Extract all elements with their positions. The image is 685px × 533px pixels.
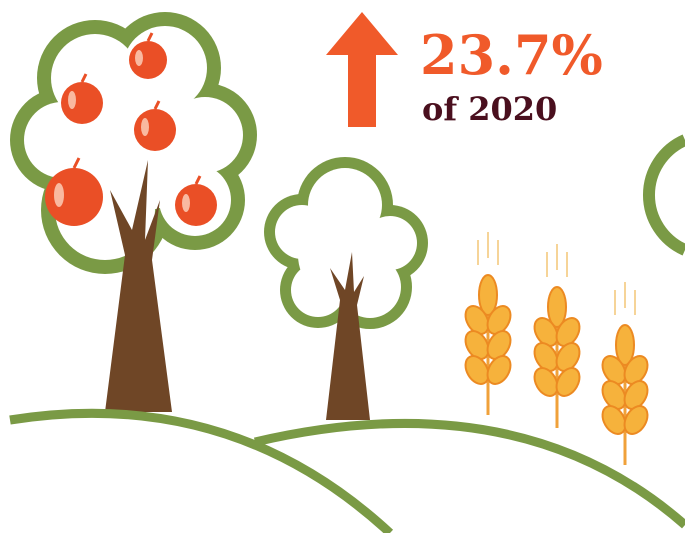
stat-value: 23.7% xyxy=(420,23,603,87)
infographic: 23.7% of 2020 xyxy=(0,0,685,533)
up-arrow xyxy=(326,12,398,127)
stat-label: of 2020 xyxy=(422,90,557,128)
page: 23.7% of 2020 xyxy=(0,0,685,533)
edge-shape xyxy=(649,140,685,250)
